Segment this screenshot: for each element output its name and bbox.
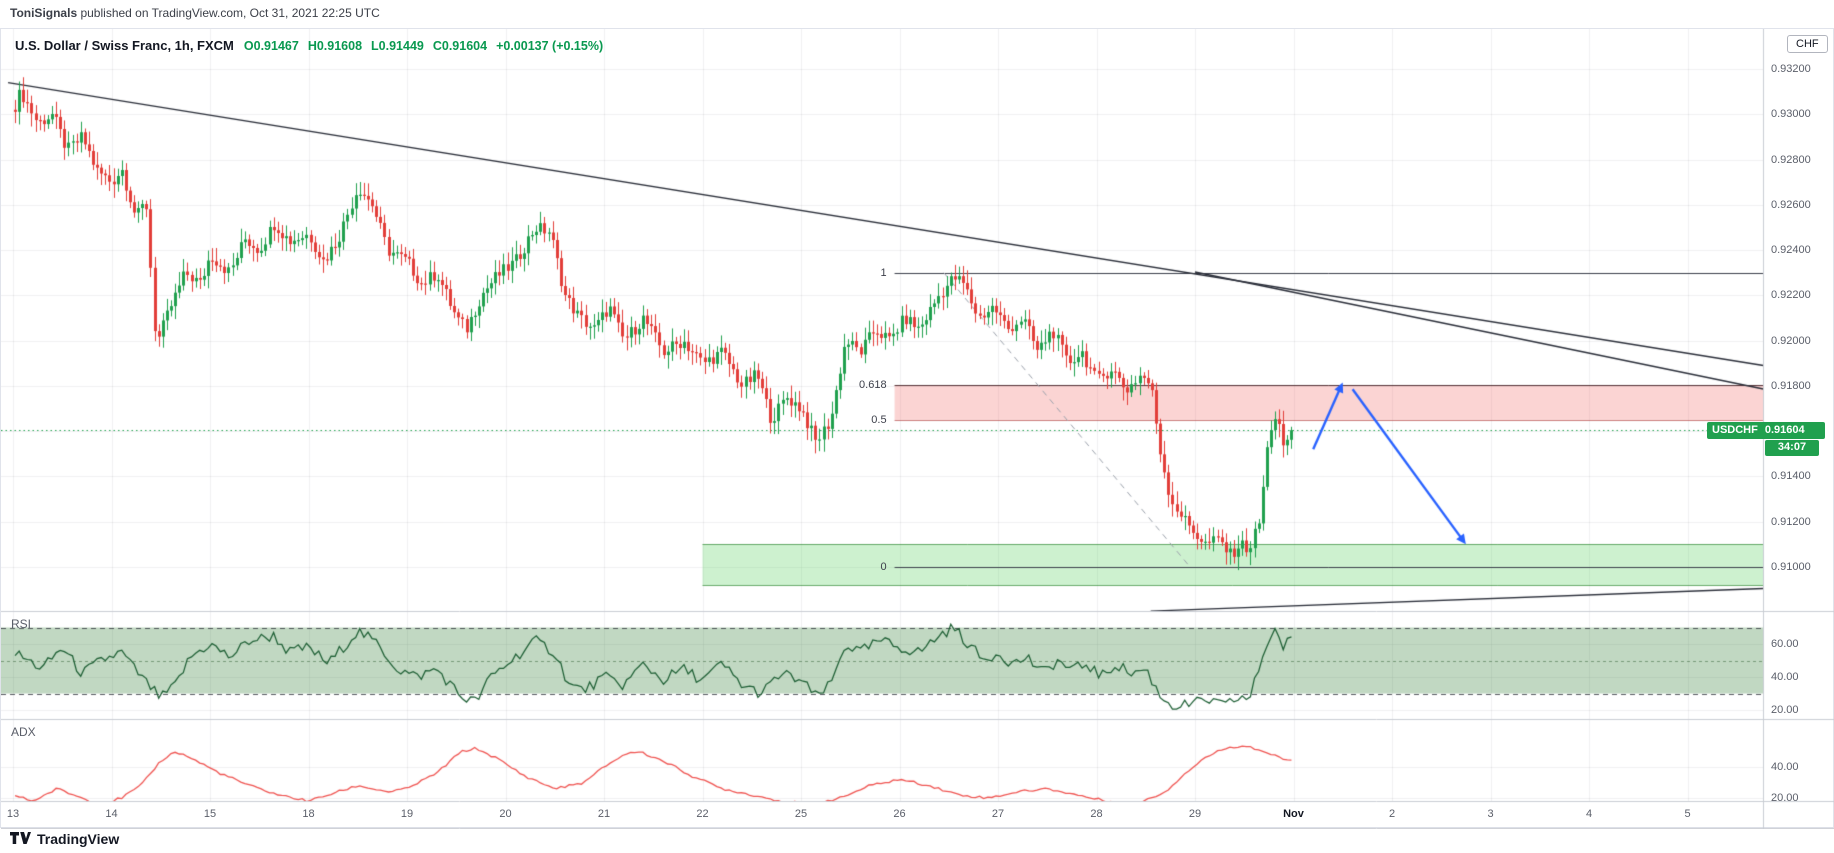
symbol-legend: U.S. Dollar / Swiss Franc, 1h, FXCM O0.9… (15, 37, 612, 55)
tradingview-logo[interactable]: TradingView (10, 831, 119, 847)
currency-unit-label: CHF (1787, 35, 1828, 53)
time-axis-label: 22 (696, 808, 709, 820)
adx-indicator-label[interactable]: ADX (11, 725, 36, 739)
price-axis-label: 0.92800 (1771, 153, 1811, 166)
chart-canvas[interactable] (1, 29, 1834, 829)
price-axis-label: 0.92600 (1771, 198, 1811, 211)
time-axis-label: 26 (893, 808, 906, 820)
tradingview-logo-text: TradingView (37, 831, 120, 847)
time-axis-label: 29 (1188, 808, 1202, 820)
time-axis-label: 21 (597, 808, 611, 820)
rsi-axis-label: 20.00 (1771, 704, 1799, 716)
price-axis-label: 0.92000 (1771, 334, 1811, 347)
price-axis-label: 0.91400 (1771, 470, 1811, 483)
price-axis-label: 0.92200 (1771, 289, 1811, 302)
ohlc-value: +0.00137 (+0.15%) (496, 39, 604, 53)
price-axis-label: 0.93200 (1771, 63, 1811, 75)
snapshot-author: ToniSignals (10, 6, 78, 20)
rsi-indicator-label[interactable]: RSI (11, 617, 32, 631)
ohlc-value: C0.91604 (432, 39, 488, 53)
ohlc-value: H0.91608 (307, 39, 363, 53)
rsi-axis-label: 40.00 (1771, 671, 1799, 683)
symbol-title[interactable]: U.S. Dollar / Swiss Franc, 1h, FXCM (15, 38, 234, 53)
time-axis-label: 4 (1585, 808, 1593, 820)
time-axis-label: 27 (991, 808, 1005, 820)
price-axis-label: 0.91200 (1771, 515, 1811, 528)
current-price-badge: USDCHF 0.91604 34:07 (1707, 422, 1825, 456)
time-axis[interactable]: 13 14 15 18 19 20 21 22 25 26 27 28 29 Nov 2 3 4 5 (1, 801, 1763, 829)
time-axis-label: 15 (203, 808, 217, 820)
price-axis-label: 0.91000 (1771, 560, 1811, 573)
price-axis-label: 0.91800 (1771, 379, 1811, 392)
time-axis-label: 20 (499, 808, 512, 820)
badge-symbol: USDCHF (1712, 424, 1758, 436)
ohlc-value: O0.91467 (243, 39, 299, 53)
badge-price: 0.91604 (1764, 424, 1805, 436)
time-axis-label: 3 (1487, 808, 1494, 820)
time-axis-label: 14 (105, 808, 118, 820)
ohlc-values: O0.91467 H0.91608 L0.91449 C0.91604 +0.00137… (244, 37, 612, 55)
bar-countdown: 34:07 (1765, 440, 1819, 456)
time-axis-label: 2 (1388, 808, 1396, 820)
time-axis-label: 18 (302, 808, 315, 820)
tradingview-logo-icon (10, 832, 31, 844)
chart-frame: U.S. Dollar / Swiss Franc, 1h, FXCM O0.9… (0, 28, 1834, 829)
time-axis-label: 13 (6, 808, 20, 820)
time-axis-label: 19 (400, 808, 414, 820)
rsi-axis-label: 60.00 (1771, 638, 1799, 650)
snapshot-header: ToniSignals published on TradingView.com… (10, 6, 380, 20)
time-axis-label: Nov (1283, 808, 1304, 820)
time-axis-label: 28 (1090, 808, 1103, 820)
adx-axis-label: 20.00 (1771, 792, 1799, 804)
price-axis-label: 0.93000 (1771, 108, 1811, 121)
price-axis[interactable]: CHF 0.93200 0.93000 0.92800 0.92600 0.92400 0… (1763, 29, 1834, 829)
time-axis-label: 5 (1684, 808, 1691, 820)
ohlc-value: L0.91449 (371, 39, 424, 53)
price-axis-label: 0.92400 (1771, 244, 1811, 257)
time-axis-label: 25 (794, 808, 808, 820)
adx-axis-label: 40.00 (1771, 761, 1799, 773)
snapshot-publish-info: published on TradingView.com, Oct 31, 20… (77, 6, 380, 20)
